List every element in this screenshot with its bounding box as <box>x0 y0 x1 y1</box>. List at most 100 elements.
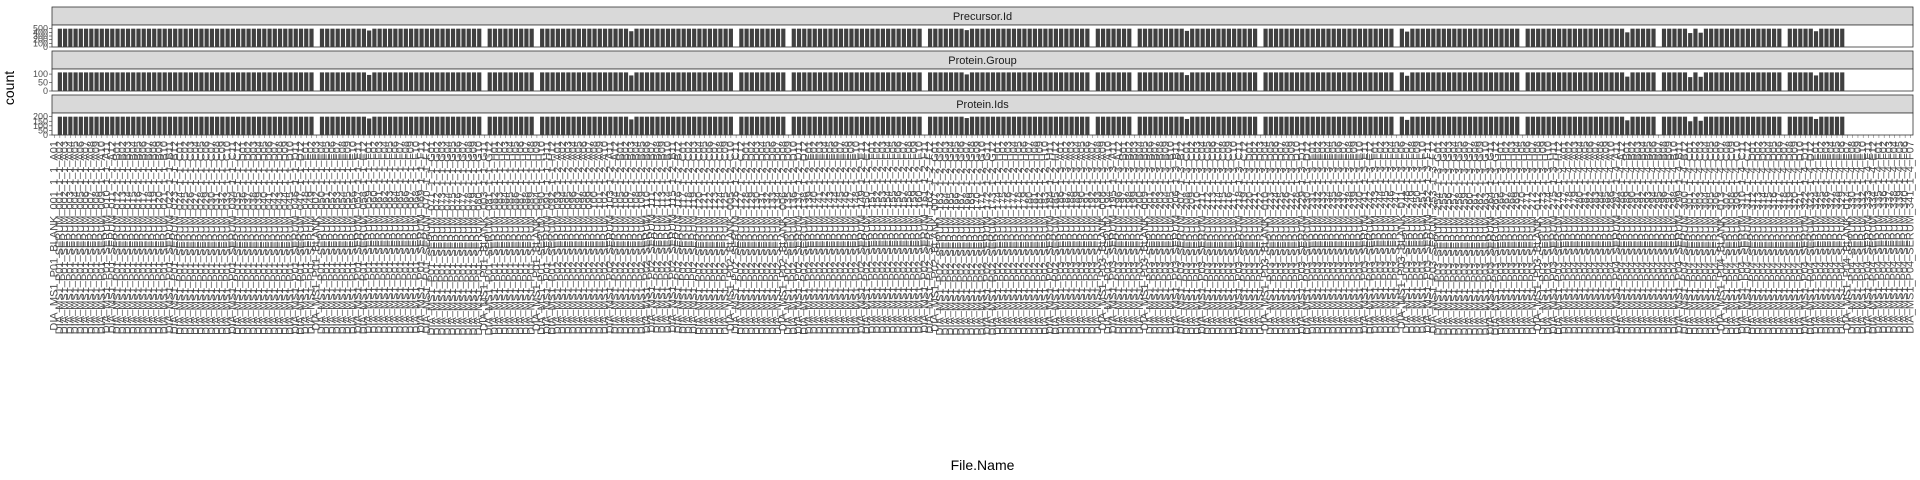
bar <box>671 28 676 47</box>
bar <box>1572 116 1577 135</box>
x-tick-label: DIA_MS1_P02_SERUM_112_1_2_B08 <box>651 141 663 333</box>
bar <box>555 116 560 135</box>
bar <box>377 28 382 47</box>
bar <box>267 28 272 47</box>
bar <box>1121 28 1127 47</box>
bar <box>660 116 665 135</box>
bar <box>1085 116 1090 135</box>
x-tick-label: DIA_MS1_P04_SERUM_299_1_4_B11 <box>1674 141 1686 333</box>
x-tick-label: DIA_MS1_P03_SERUM_194_1_3_A10 <box>1102 141 1114 334</box>
bar <box>68 28 73 47</box>
bar <box>1536 28 1541 47</box>
bar <box>692 72 697 91</box>
bar <box>561 72 566 91</box>
bar <box>1467 28 1473 47</box>
bar <box>89 116 94 135</box>
x-tick-label: DIA_MS1_P03_SERUM_232_1_3_E02 <box>1312 141 1324 334</box>
x-tick-label: DIA_MS1_P01_SERUM_037_1_1_D02 <box>243 141 255 335</box>
bar <box>1604 72 1609 91</box>
bar <box>896 72 901 91</box>
bar <box>194 28 199 47</box>
bar <box>1326 72 1331 91</box>
bar <box>503 116 508 135</box>
x-tick-label: DIA_MS1_P04_SERUM_294_1_4_B06 <box>1648 141 1660 334</box>
bar <box>529 72 534 91</box>
bar <box>1646 72 1651 91</box>
bar <box>524 28 529 47</box>
bar <box>1158 116 1163 135</box>
bar <box>629 75 634 91</box>
bar <box>1824 28 1829 47</box>
bar <box>246 72 251 91</box>
bar <box>183 116 188 135</box>
bar <box>613 28 618 47</box>
x-tick-label: DIA_MS1_P03_SERUM_270_1_3_H05 <box>1516 141 1528 335</box>
bar <box>1179 72 1184 91</box>
bar <box>1415 28 1420 47</box>
bar <box>1253 28 1258 47</box>
bar <box>655 72 660 91</box>
x-tick-label: DIA_MS1_P04_SERUM_310_1_4_C11 <box>1737 141 1749 334</box>
bar <box>828 28 833 47</box>
x-tick-label: DIA_MS1_P04_SERUM_324_1_4_E01 <box>1810 141 1822 334</box>
bar <box>660 72 665 91</box>
x-tick-label: DIA_MS1_P02_BLANK_006_1_2_D08 <box>777 141 789 331</box>
bar <box>146 116 152 135</box>
bar <box>1525 72 1530 91</box>
x-tick-label: DIA_MS1_P04_SERUM_308_1_4_C09 <box>1726 141 1738 335</box>
x-tick-label: DIA_MS1_P01_SERUM_010_1_1_A11 <box>101 141 113 333</box>
bar <box>393 28 398 47</box>
bar <box>461 72 466 91</box>
x-tick-label: DIA_MS1_P03_SERUM_226_1_3_D08 <box>1281 141 1293 335</box>
bar <box>1247 28 1252 47</box>
bar <box>1567 28 1572 47</box>
bar <box>388 28 393 47</box>
x-tick-label: DIA_MS1_P02_SERUM_185_1_2_H12 <box>1050 141 1062 335</box>
bar <box>330 28 335 47</box>
bar <box>1703 116 1709 135</box>
bar <box>1121 116 1127 135</box>
bar <box>1158 72 1163 91</box>
bar <box>398 28 403 47</box>
x-tick-label: DIA_MS1_P03_BLANK_008_1_3_A09 <box>1097 141 1109 331</box>
bar <box>728 28 733 47</box>
bar <box>1425 116 1431 135</box>
bar <box>723 28 728 47</box>
bar <box>623 72 629 91</box>
bar <box>1064 28 1069 47</box>
bar <box>1378 72 1384 91</box>
x-tick-label: DIA_MS1_P04_SERUM_306_1_4_C06 <box>1710 141 1722 335</box>
bar <box>73 72 78 91</box>
bar <box>1053 116 1058 135</box>
facet-strip-label: Protein.Ids <box>956 99 1009 111</box>
bar <box>1651 116 1656 135</box>
bar <box>980 116 985 135</box>
bar <box>1116 116 1121 135</box>
x-tick-label: DIA_MS1_P03_SERUM_271_1_3_H06 <box>1522 141 1534 335</box>
x-tick-label: DIA_MS1_P03_SERUM_246_1_3_F04 <box>1385 141 1397 334</box>
y-tick-label: 0 <box>43 86 48 96</box>
bar <box>618 28 623 47</box>
bar <box>880 116 885 135</box>
x-tick-label: DIA_MS1_P02_SERUM_153_1_2_F03 <box>877 141 889 334</box>
x-tick-label: DIA_MS1_P02_SERUM_098_1_2_A06 <box>578 141 590 334</box>
bar <box>1840 72 1845 91</box>
x-tick-label: DIA_MS1_P02_SERUM_104_1_2_A12 <box>610 141 622 334</box>
bar <box>1336 116 1342 135</box>
bar <box>1541 72 1546 91</box>
bar <box>1819 28 1824 47</box>
bar <box>256 28 262 47</box>
bar <box>1598 116 1604 135</box>
bar <box>1714 28 1719 47</box>
x-tick-label: DIA_MS1_P03_SERUM_198_1_3_B02 <box>1123 141 1135 334</box>
x-tick-label: DIA_MS1_P01_SERUM_048_1_1_E01 <box>300 141 312 334</box>
bar <box>1263 116 1268 135</box>
bar <box>1777 28 1782 47</box>
bar <box>602 28 608 47</box>
bar <box>1384 28 1389 47</box>
x-tick-label: DIA_MS1_P03_BLANK_009_1_3_B05 <box>1139 141 1151 331</box>
bar <box>1808 72 1813 91</box>
bar <box>110 72 115 91</box>
bar <box>1745 116 1750 135</box>
